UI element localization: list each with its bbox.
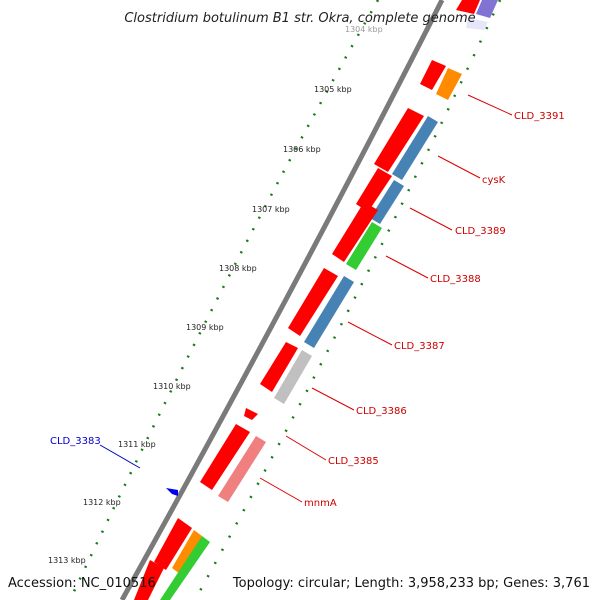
gene-arrow-bottom — [134, 560, 164, 600]
gene-track-blue-3387 — [304, 276, 354, 348]
leader-line — [409, 207, 453, 231]
gene-label-cld-3385[interactable]: CLD_3385 — [328, 456, 379, 467]
gene-label-cld-3387[interactable]: CLD_3387 — [394, 341, 445, 352]
map-title: Clostridium botulinum B1 str. Okra, comp… — [124, 11, 475, 26]
gene-track-blue-3389 — [370, 180, 404, 224]
accession-label: Accession: NC_010516 — [8, 576, 156, 591]
leader-line — [467, 94, 513, 116]
leader-line — [437, 155, 481, 179]
gene-track-gray-3386 — [274, 350, 312, 404]
tick-label: 1313 kbp — [48, 556, 86, 565]
leader-line — [285, 435, 327, 461]
gene-fragment-top — [456, 0, 480, 14]
gene-arrow-cld-3391[interactable] — [420, 60, 446, 90]
gene-track-orange-mnma — [172, 530, 202, 574]
gene-arrow-cld-3385[interactable] — [200, 424, 250, 490]
gene-label-cld-3391[interactable]: CLD_3391 — [514, 111, 565, 122]
gene-fragment-top-light — [466, 18, 488, 30]
leader-line — [311, 387, 355, 411]
tick-label: 1305 kbp — [314, 85, 352, 94]
leader-line-cld-3383 — [99, 444, 141, 469]
gene-track-orange-3391 — [436, 68, 462, 100]
gene-label-cld-3389[interactable]: CLD_3389 — [455, 226, 506, 237]
topology-label: Topology: circular; Length: 3,958,233 bp… — [232, 576, 590, 591]
gene-label-mnma[interactable]: mnmA — [304, 498, 337, 509]
genome-backbone — [119, 0, 445, 600]
tick-label: 1308 kbp — [219, 264, 257, 273]
gene-track-blue-cysk — [392, 116, 438, 180]
tick-label: 1309 kbp — [186, 323, 224, 332]
gene-track-green-3388 — [346, 222, 382, 270]
gene-arrow-mnma[interactable] — [154, 518, 192, 570]
gene-arrow-cld-3387[interactable] — [288, 268, 338, 336]
tick-label: 1311 kbp — [118, 440, 156, 449]
leader-line — [385, 255, 429, 279]
gene-track-green-mnma — [160, 536, 210, 600]
gene-label-cld-3383[interactable]: CLD_3383 — [50, 436, 101, 447]
gene-arrow-cld-3388[interactable] — [332, 202, 378, 262]
gene-small-marker — [244, 408, 258, 420]
gene-label-cld-3388[interactable]: CLD_3388 — [430, 274, 481, 285]
tick-label: 1306 kbp — [283, 145, 321, 154]
gene-label-cysk[interactable]: cysK — [482, 175, 506, 186]
leader-line — [347, 321, 393, 346]
gene-arrow-cld-3386[interactable] — [260, 342, 298, 392]
gene-arrow-cld-3383[interactable] — [166, 488, 178, 496]
tick-label: 1310 kbp — [153, 382, 191, 391]
gene-arrow-cysk[interactable] — [374, 108, 424, 172]
gene-fragment-top-purple — [476, 0, 498, 18]
tick-label: 1312 kbp — [83, 498, 121, 507]
gene-track-pink-3385 — [218, 436, 266, 502]
tick-label: 1304 kbp — [345, 25, 383, 34]
leader-line — [259, 477, 303, 503]
gene-arrow-cld-3389[interactable] — [356, 168, 392, 212]
tick-label: 1307 kbp — [252, 205, 290, 214]
gene-label-cld-3386[interactable]: CLD_3386 — [356, 406, 407, 417]
